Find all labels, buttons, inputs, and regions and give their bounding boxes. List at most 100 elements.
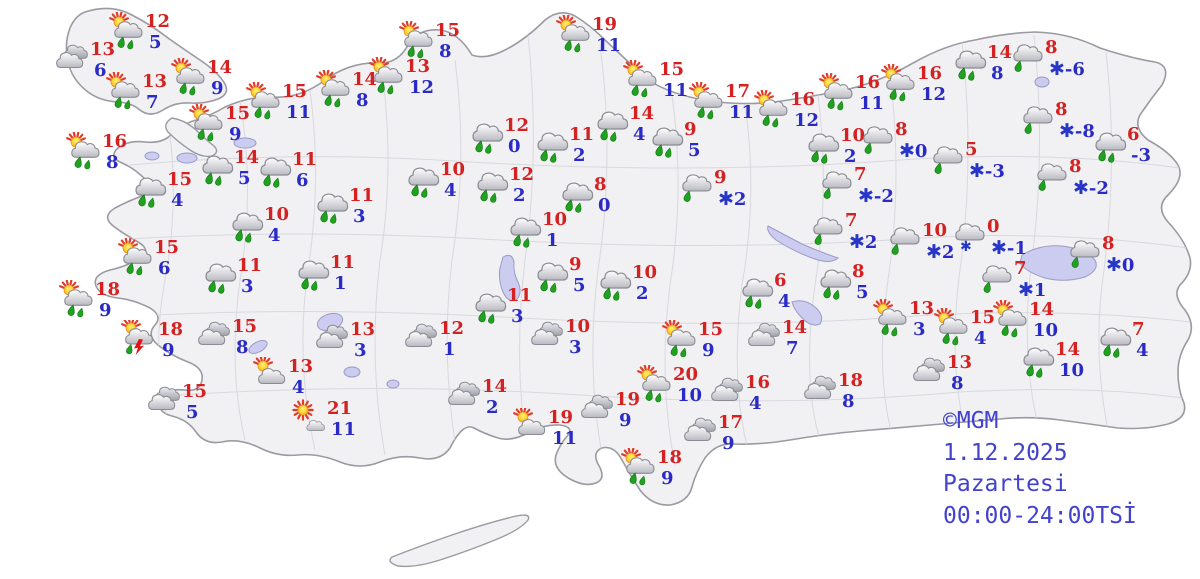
min-temp: 2: [733, 188, 747, 210]
cloud-icon: [313, 320, 353, 358]
weather-station: 19 9: [578, 390, 640, 430]
sun-rain-icon: [622, 60, 662, 98]
weather-station: 13 8: [910, 353, 972, 393]
min-temp: 5: [856, 282, 869, 303]
map-legend: ©MGM 1.12.2025 Pazartesi 00:00-24:00TSİ: [943, 406, 1137, 533]
max-temp: 14: [629, 103, 655, 124]
max-temp: 16: [855, 72, 881, 93]
weather-station: 8 ✱ -6: [1008, 38, 1085, 79]
rain-icon: [470, 286, 510, 324]
min-temp: 11: [663, 80, 689, 101]
rain-icon: [950, 43, 990, 81]
snow-rain-icon: [885, 221, 925, 259]
max-temp: 21: [327, 398, 353, 419]
weather-station: 14 2: [445, 377, 507, 417]
rain-icon: [255, 150, 295, 188]
min-temp: -2: [873, 185, 894, 207]
rain-icon: [595, 263, 635, 301]
min-temp: 1: [334, 273, 347, 294]
sun-rain-icon: [170, 58, 210, 96]
weather-station: 19 11: [555, 15, 621, 55]
weather-station: 8 ✱ -2: [1032, 157, 1109, 198]
weather-station: 15 11: [245, 82, 311, 122]
rain-icon: [312, 186, 352, 224]
min-temp: -8: [1074, 120, 1095, 142]
weather-station: 13 12: [368, 57, 434, 97]
rain-icon: [505, 210, 545, 248]
weather-station: 6 -3: [1090, 125, 1151, 165]
min-temp: 6: [94, 60, 107, 81]
rain-icon: [592, 104, 632, 142]
min-temp: 9: [211, 78, 224, 99]
weather-station: 13 4: [251, 357, 313, 397]
max-temp: 18: [158, 319, 184, 340]
cloud-icon: [681, 413, 721, 451]
cloud-icon: [145, 382, 185, 420]
sun-rain-icon: [661, 320, 701, 358]
min-temp: -6: [1064, 58, 1085, 80]
weather-station: 7 ✱ 1: [977, 259, 1046, 300]
max-temp: 12: [504, 115, 530, 136]
snow-rain-icon: [1065, 234, 1105, 272]
snow-rain-icon: [808, 211, 848, 249]
min-temp: -1: [1006, 237, 1027, 259]
sun-rain-icon: [245, 82, 285, 120]
cloud-icon: [195, 317, 235, 355]
min-temp: 5: [186, 402, 199, 423]
snow-rain-icon: [1008, 38, 1048, 76]
snow-rain-icon: [928, 140, 968, 178]
sun-rain-icon: [933, 308, 973, 346]
weather-station: 16 8: [65, 132, 127, 172]
weather-station: 11 6: [255, 150, 317, 190]
max-temp: 8: [852, 261, 865, 282]
sun-rain-icon: [872, 299, 912, 337]
weather-station: 15 9: [661, 320, 723, 360]
weather-station: 20 10: [636, 365, 702, 405]
sun-rain-icon: [58, 280, 98, 318]
sun-cloud-icon: [251, 357, 291, 395]
max-temp: 14: [352, 69, 378, 90]
cloud-icon: [53, 40, 93, 78]
weather-station: 13 3: [872, 299, 934, 339]
forecast-day: Pazartesi: [943, 471, 1068, 498]
max-temp: 6: [1127, 124, 1140, 145]
weather-station: 8 ✱ -8: [1018, 100, 1095, 141]
weather-station: 5 ✱ -3: [928, 140, 1005, 181]
min-temp: 11: [331, 419, 357, 440]
rain-icon: [293, 253, 333, 291]
max-temp: 10: [840, 125, 866, 146]
min-temp: 2: [844, 146, 857, 167]
min-temp: 4: [171, 190, 184, 211]
max-temp: 14: [482, 376, 508, 397]
min-temp: 12: [921, 84, 947, 105]
weather-station: 18 9: [121, 320, 183, 360]
min-temp: 10: [1033, 320, 1059, 341]
rain-icon: [1090, 125, 1130, 163]
min-temp: 4: [633, 124, 646, 145]
max-temp: 9: [714, 167, 727, 188]
min-temp: -2: [1088, 177, 1109, 199]
max-temp: 8: [594, 174, 607, 195]
min-temp: -3: [1131, 145, 1151, 166]
snow-rain-icon: [817, 165, 857, 203]
weather-station: 10 2: [803, 126, 865, 166]
forecast-date: 1.12.2025: [943, 439, 1068, 466]
max-temp: 10: [565, 316, 591, 337]
min-temp: 8: [951, 373, 964, 394]
snowflake-icon: ✱: [969, 160, 985, 182]
min-temp: 3: [353, 206, 366, 227]
max-temp: 17: [725, 81, 751, 102]
snowflake-icon: ✱: [1073, 177, 1089, 199]
sun-rain-icon: [108, 12, 148, 50]
max-temp: 16: [790, 89, 816, 110]
min-temp: 11: [596, 35, 622, 56]
max-temp: 0: [987, 216, 1000, 237]
sun-rain-icon: [688, 82, 728, 120]
min-temp: 9: [661, 468, 674, 489]
sun-rain-icon: [880, 64, 920, 102]
min-temp: 5: [149, 32, 162, 53]
max-temp: 15: [435, 20, 461, 41]
max-temp: 15: [167, 169, 193, 190]
max-temp: 19: [615, 389, 641, 410]
